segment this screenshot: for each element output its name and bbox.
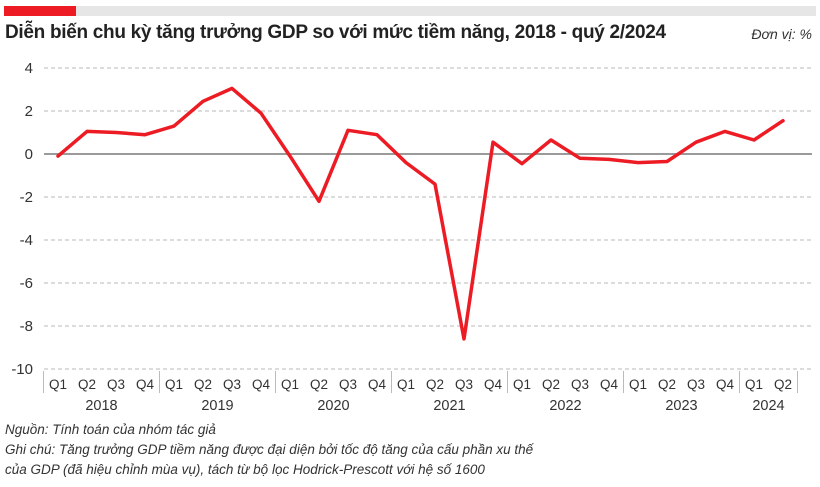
x-tick-label: Q2 — [194, 377, 212, 392]
y-tick-label: -6 — [20, 275, 33, 292]
footer-notes: Nguồn: Tính toán của nhóm tác giả Ghi ch… — [5, 420, 533, 480]
x-tick-label: Q4 — [136, 377, 155, 392]
year-label: 2020 — [317, 398, 349, 414]
x-tick-label: Q1 — [281, 377, 299, 392]
accent-bar — [4, 6, 76, 16]
series-line — [56, 86, 785, 341]
header-bar — [4, 6, 816, 16]
line-chart: 4 2 0 -2 -4 -6 -8 -10 Q1 Q2 Q3 Q4 2018 Q1 Q2 Q3 Q4 2019 Q1… — [11, 60, 812, 414]
y-tick-label: -10 — [11, 361, 33, 378]
x-tick-label: Q3 — [339, 377, 357, 392]
x-tick-label: Q3 — [223, 377, 241, 392]
y-tick-label: -8 — [20, 318, 33, 335]
y-tick-label: 0 — [25, 146, 33, 163]
x-tick-label: Q2 — [310, 377, 328, 392]
y-tick-label: -2 — [20, 189, 33, 206]
note-line-1: Ghi chú: Tăng trưởng GDP tiềm năng được … — [5, 442, 534, 457]
x-tick-label: Q1 — [165, 377, 183, 392]
x-tick-label: Q1 — [745, 377, 763, 392]
year-label: 2024 — [752, 398, 784, 414]
x-tick-label: Q4 — [716, 377, 735, 392]
y-tick-label: 4 — [25, 60, 33, 77]
year-label: 2022 — [549, 398, 581, 414]
x-tick-label: Q1 — [397, 377, 415, 392]
x-tick-label: Q2 — [78, 377, 96, 392]
x-tick-label: Q2 — [426, 377, 444, 392]
year-label: 2023 — [665, 398, 697, 414]
source-note: Nguồn: Tính toán của nhóm tác giả — [5, 422, 216, 437]
y-tick-label: -4 — [20, 232, 33, 249]
x-tick-label: Q3 — [571, 377, 589, 392]
x-tick-label: Q2 — [774, 377, 792, 392]
x-tick-label: Q3 — [687, 377, 705, 392]
x-tick-label: Q1 — [513, 377, 531, 392]
chart-title: Diễn biến chu kỳ tăng trưởng GDP so với … — [5, 22, 666, 43]
x-tick-label: Q4 — [252, 377, 271, 392]
x-tick-label: Q4 — [484, 377, 503, 392]
note-line-2: của GDP (đã hiệu chỉnh mùa vụ), tách từ … — [5, 462, 485, 477]
x-tick-label: Q1 — [49, 377, 67, 392]
x-tick-label: Q3 — [107, 377, 125, 392]
y-tick-label: 2 — [25, 103, 33, 120]
x-tick-label: Q1 — [629, 377, 647, 392]
x-tick-label: Q4 — [600, 377, 619, 392]
unit-label: Đơn vị: % — [751, 26, 812, 42]
x-tick-label: Q2 — [658, 377, 676, 392]
x-tick-label: Q2 — [542, 377, 560, 392]
x-tick-label: Q4 — [368, 377, 387, 392]
year-label: 2021 — [433, 398, 465, 414]
year-label: 2018 — [85, 398, 117, 414]
year-label: 2019 — [201, 398, 233, 414]
x-tick-label: Q3 — [455, 377, 473, 392]
